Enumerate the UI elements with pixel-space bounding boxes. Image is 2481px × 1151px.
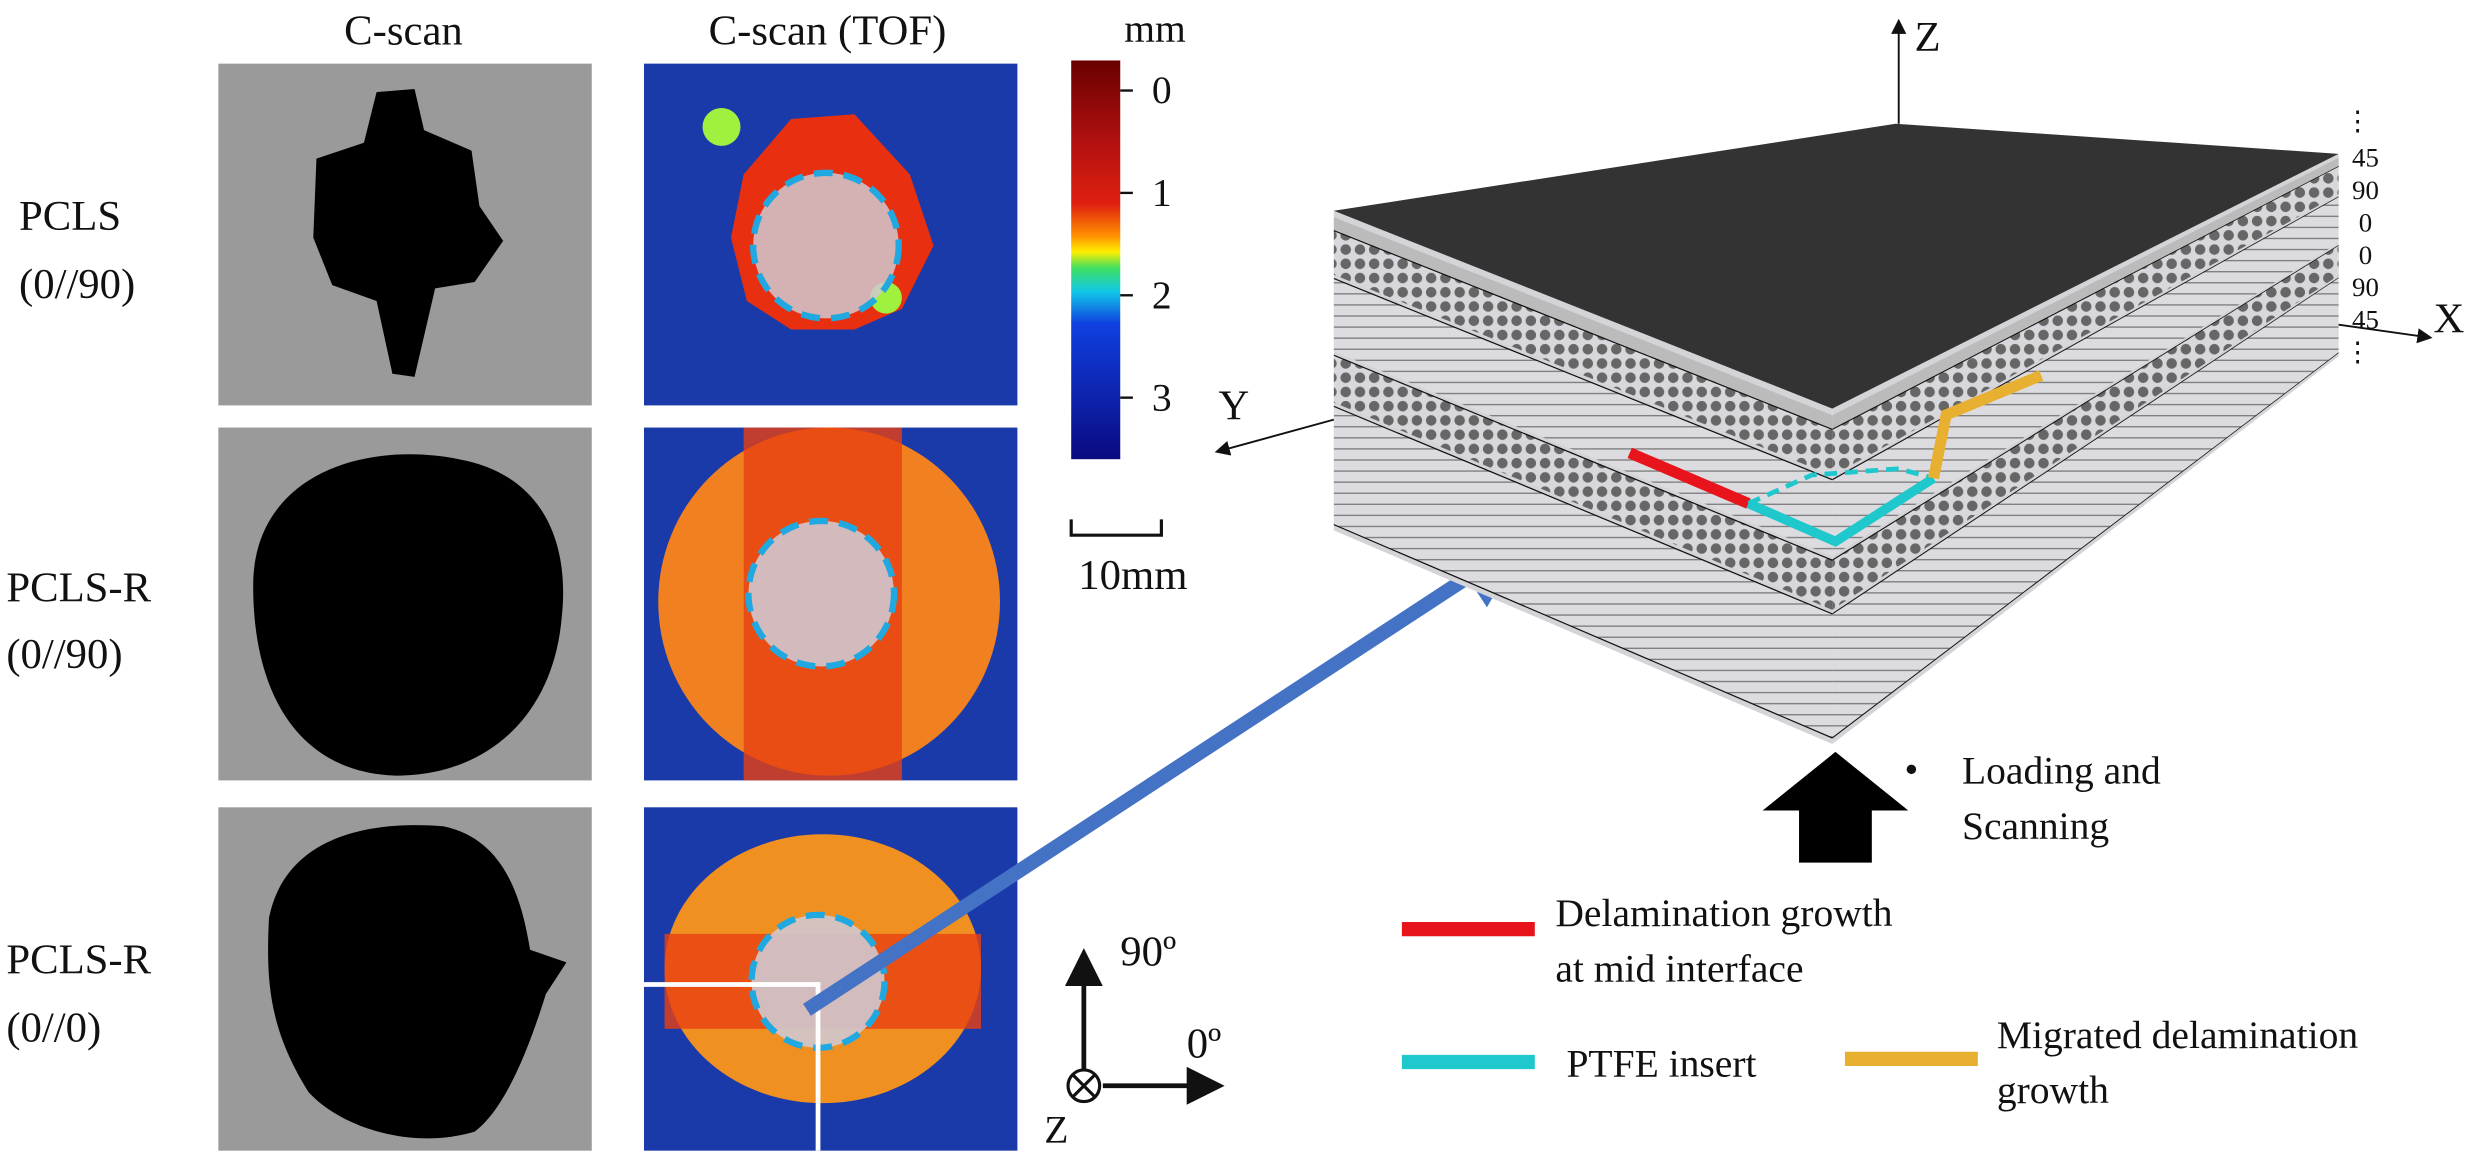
- legend-label: Migrated delamination: [1997, 1013, 2359, 1057]
- ply-angle: 0: [2359, 240, 2372, 270]
- ellipsis: ⋮: [2344, 337, 2371, 367]
- ply-angle: 0: [2359, 207, 2372, 237]
- axis-label: X: [2434, 296, 2465, 343]
- loading-label: Scanning: [1962, 804, 2109, 848]
- ply-angle: 90: [2352, 272, 2379, 302]
- ply-angle: 90: [2352, 175, 2379, 205]
- insert-outline: [748, 521, 894, 667]
- scale-bar: [1071, 519, 1161, 535]
- figure: C-scan C-scan (TOF) PCLS (0//90) PCLS-R …: [0, 0, 2481, 1151]
- page: C-scan C-scan (TOF) PCLS (0//90) PCLS-R …: [0, 0, 2481, 1151]
- row-labels: PCLS (0//90) PCLS-R (0//90) PCLS-R (0//0…: [6, 193, 151, 1052]
- colorbar-tick-label: 3: [1152, 375, 1172, 419]
- orientation-axes: 90º 0º Z: [1044, 929, 1221, 1151]
- legend-label: PTFE insert: [1566, 1041, 1756, 1085]
- row-label: PCLS-R: [6, 565, 151, 612]
- row-label: (0//0): [6, 1004, 101, 1051]
- colorbar-tick-label: 0: [1152, 68, 1172, 112]
- axis-label: Z: [1044, 1108, 1068, 1151]
- row-label: (0//90): [6, 631, 122, 678]
- axis-label: 0º: [1187, 1020, 1222, 1067]
- scale-label: 10mm: [1078, 552, 1187, 599]
- insert-outline: [753, 173, 899, 319]
- legend-label: growth: [1997, 1068, 2109, 1112]
- colorbar: mm 0 1 2 3 10mm: [1071, 6, 1187, 598]
- load-arrow: [1763, 752, 1909, 863]
- row-label: PCLS-R: [6, 936, 151, 983]
- ply-angle: 45: [2352, 142, 2379, 172]
- c-scan-images: [218, 64, 591, 1151]
- axis-label: Z: [1915, 14, 1941, 61]
- row-label: (0//90): [19, 261, 135, 308]
- legend-label: at mid interface: [1555, 946, 1803, 990]
- column-header: C-scan: [344, 8, 463, 55]
- axis-label: 90º: [1120, 929, 1176, 976]
- loading-label: Loading and: [1962, 749, 2161, 793]
- laminate-block: [1334, 124, 2339, 744]
- row-label: PCLS: [19, 193, 121, 240]
- axis-label: Y: [1218, 383, 1249, 430]
- legend-label: Delamination growth: [1555, 891, 1892, 935]
- colorbar-ticks: 0 1 2 3: [1120, 68, 1171, 419]
- legend: Delamination growth at mid interface PTF…: [1402, 891, 2358, 1112]
- colorbar-unit: mm: [1124, 6, 1186, 50]
- damage-area: [703, 108, 741, 146]
- colorbar-tick-label: 2: [1152, 273, 1172, 317]
- bullet: [1907, 765, 1916, 774]
- ellipsis: ⋮: [2344, 106, 2371, 136]
- column-header: C-scan (TOF): [709, 8, 947, 55]
- ply-angle: 45: [2352, 305, 2379, 335]
- colorbar-tick-label: 1: [1152, 171, 1172, 215]
- colorbar-bar: [1071, 60, 1120, 459]
